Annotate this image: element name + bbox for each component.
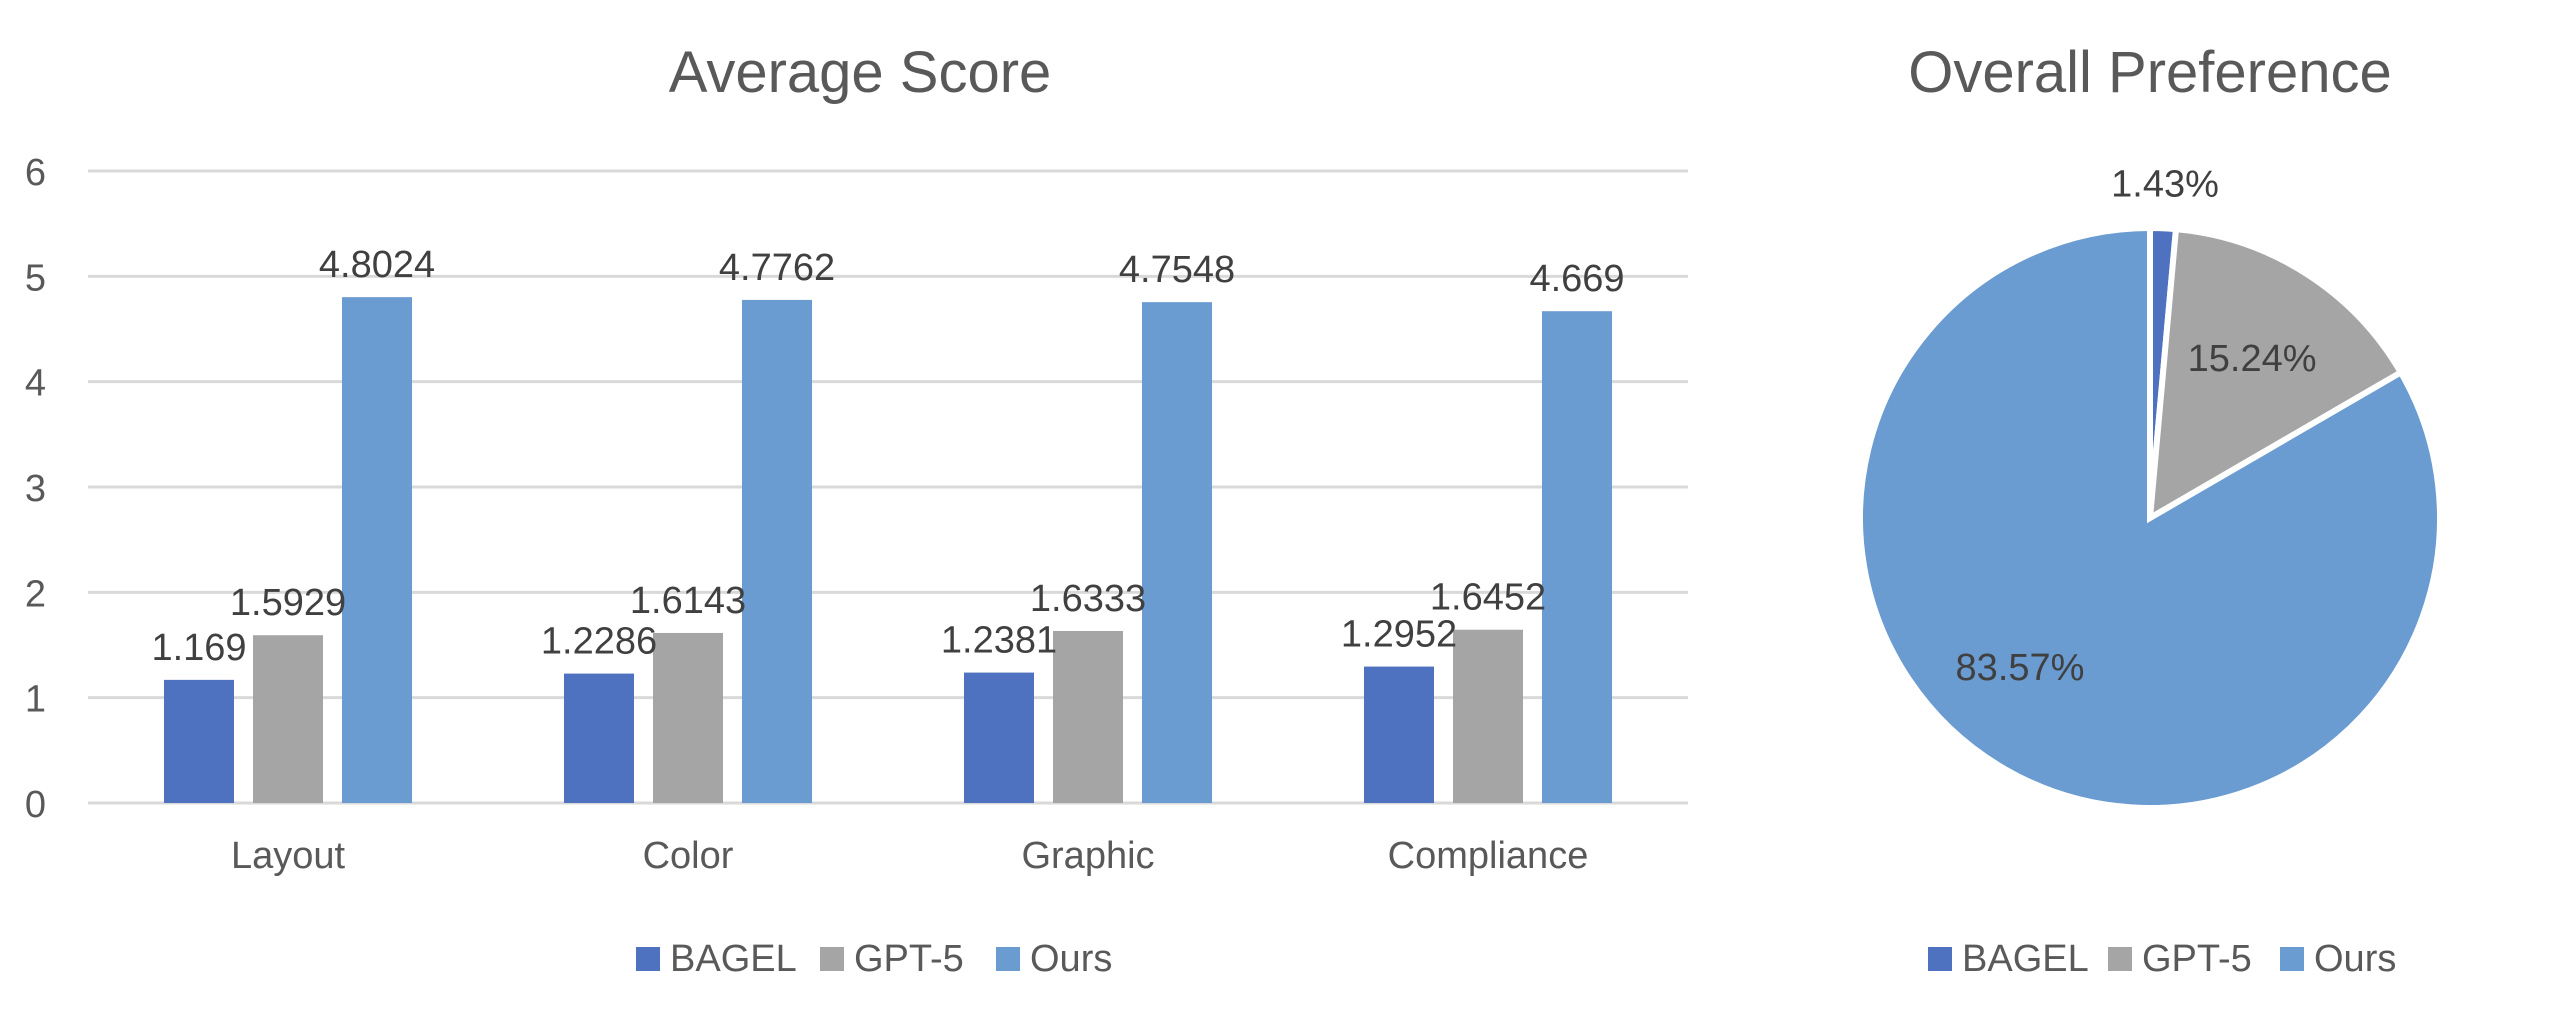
pie-chart-title: Overall Preference — [1908, 40, 2392, 105]
bar-chart-bars — [164, 297, 1612, 803]
bar-ours — [1142, 302, 1212, 803]
bar-gpt-5 — [253, 635, 323, 803]
data-label: 1.2381 — [941, 620, 1057, 662]
legend-swatch — [1928, 947, 1952, 971]
legend-swatch — [636, 947, 660, 971]
y-tick-label: 1 — [25, 679, 46, 721]
pie-data-label: 83.57% — [1956, 647, 2085, 689]
y-tick-label: 6 — [25, 152, 46, 194]
legend-label: BAGEL — [670, 938, 797, 980]
x-tick-label: Color — [643, 835, 734, 877]
bar-ours — [342, 297, 412, 803]
pie-data-label: 15.24% — [2188, 338, 2317, 380]
x-tick-label: Compliance — [1388, 835, 1589, 877]
y-tick-label: 0 — [25, 784, 46, 826]
pie-slice-gpt-5 — [2146, 225, 2405, 524]
data-label: 1.6452 — [1430, 577, 1546, 619]
x-tick-label: Graphic — [1021, 835, 1154, 877]
legend-label: Ours — [1030, 938, 1112, 980]
pie-chart-slices — [1857, 224, 2443, 811]
y-tick-label: 2 — [25, 573, 46, 615]
legend-swatch — [820, 947, 844, 971]
bar-bagel — [564, 673, 634, 803]
legend-label: GPT-5 — [2142, 938, 2252, 980]
data-label: 1.2952 — [1341, 614, 1457, 656]
y-tick-label: 5 — [25, 257, 46, 299]
data-label: 4.8024 — [319, 244, 435, 286]
bar-chart-y-axis: 0 1 2 3 4 5 6 — [25, 152, 46, 826]
legend-label: BAGEL — [1962, 938, 2089, 980]
bar-ours — [1542, 311, 1612, 803]
pie-chart-data-labels: 1.43% 15.24% 83.57% — [1956, 163, 2317, 689]
data-label: 4.669 — [1529, 258, 1624, 300]
data-label: 4.7548 — [1119, 249, 1235, 291]
pie-slice-ours — [1857, 224, 2443, 811]
bar-chart-legend: BAGEL GPT-5 Ours — [636, 938, 1112, 980]
bar-chart-title: Average Score — [669, 40, 1052, 105]
legend-label: GPT-5 — [854, 938, 964, 980]
bar-gpt-5 — [653, 632, 723, 803]
data-label: 1.6143 — [630, 580, 746, 622]
bar-bagel — [1364, 666, 1434, 803]
data-label: 4.7762 — [719, 247, 835, 289]
data-label: 1.6333 — [1030, 578, 1146, 620]
legend-swatch — [996, 947, 1020, 971]
y-tick-label: 4 — [25, 363, 46, 405]
bar-gpt-5 — [1453, 629, 1523, 803]
data-label: 1.169 — [151, 627, 246, 669]
y-tick-label: 3 — [25, 468, 46, 510]
bar-ours — [742, 299, 812, 803]
legend-swatch — [2280, 947, 2304, 971]
pie-chart-legend: BAGEL GPT-5 Ours — [1928, 938, 2396, 980]
legend-label: Ours — [2314, 938, 2396, 980]
bar-chart-x-axis: Layout Color Graphic Compliance — [231, 835, 1588, 877]
pie-chart: Overall Preference 1.43% 15.24% 83.57% BAG… — [1857, 40, 2443, 980]
data-label: 1.2286 — [541, 621, 657, 663]
x-tick-label: Layout — [231, 835, 346, 877]
data-label: 1.5929 — [230, 582, 346, 624]
legend-swatch — [2108, 947, 2132, 971]
bar-bagel — [964, 672, 1034, 803]
bar-bagel — [164, 679, 234, 803]
bar-gpt-5 — [1053, 630, 1123, 803]
pie-data-label: 1.43% — [2111, 163, 2219, 205]
